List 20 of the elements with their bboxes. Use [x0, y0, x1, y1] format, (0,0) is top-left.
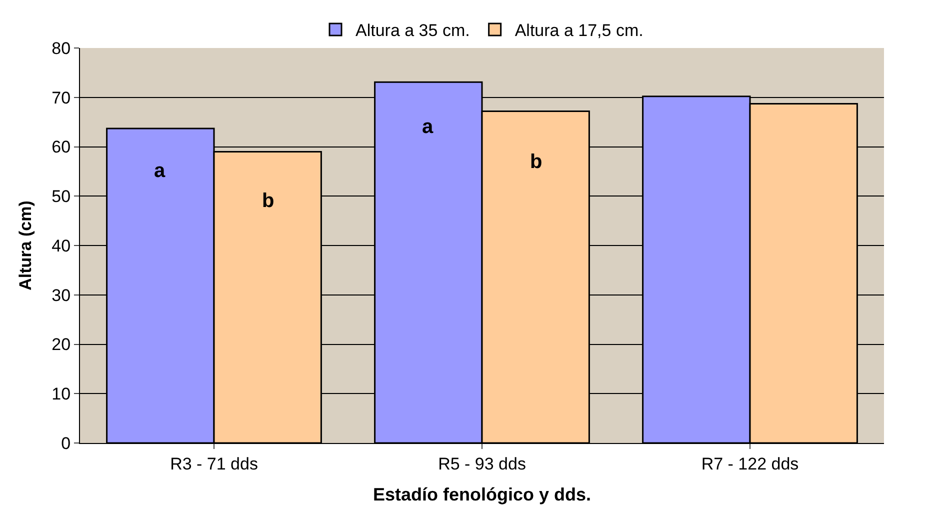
x-tick-label: R3 - 71 dds	[170, 454, 258, 474]
y-tick-label: 20	[52, 335, 71, 354]
y-tick-label: 70	[52, 88, 71, 108]
y-axis-title: Altura (cm)	[16, 200, 36, 290]
y-tick-label: 30	[52, 286, 71, 305]
y-tick-label: 0	[61, 434, 71, 453]
y-tick-label: 40	[52, 236, 71, 256]
y-tick-label: 80	[52, 38, 71, 58]
legend-label: Altura a 17,5 cm.	[514, 21, 644, 40]
y-tick-label: 50	[52, 187, 71, 206]
x-tick-label: R7 - 122 dds	[701, 454, 799, 474]
y-tick-label: 60	[52, 138, 71, 157]
x-axis-title: Estadío fenológico y dds.	[372, 484, 592, 504]
annotation: b	[530, 151, 542, 173]
y-tick-label: 10	[52, 384, 71, 404]
annotation: a	[154, 160, 166, 182]
legend-label: Altura a 35 cm.	[356, 21, 470, 40]
x-tick-label: R5 - 93 dds	[438, 454, 526, 474]
annotation: b	[262, 190, 274, 212]
annotation: a	[422, 116, 434, 138]
